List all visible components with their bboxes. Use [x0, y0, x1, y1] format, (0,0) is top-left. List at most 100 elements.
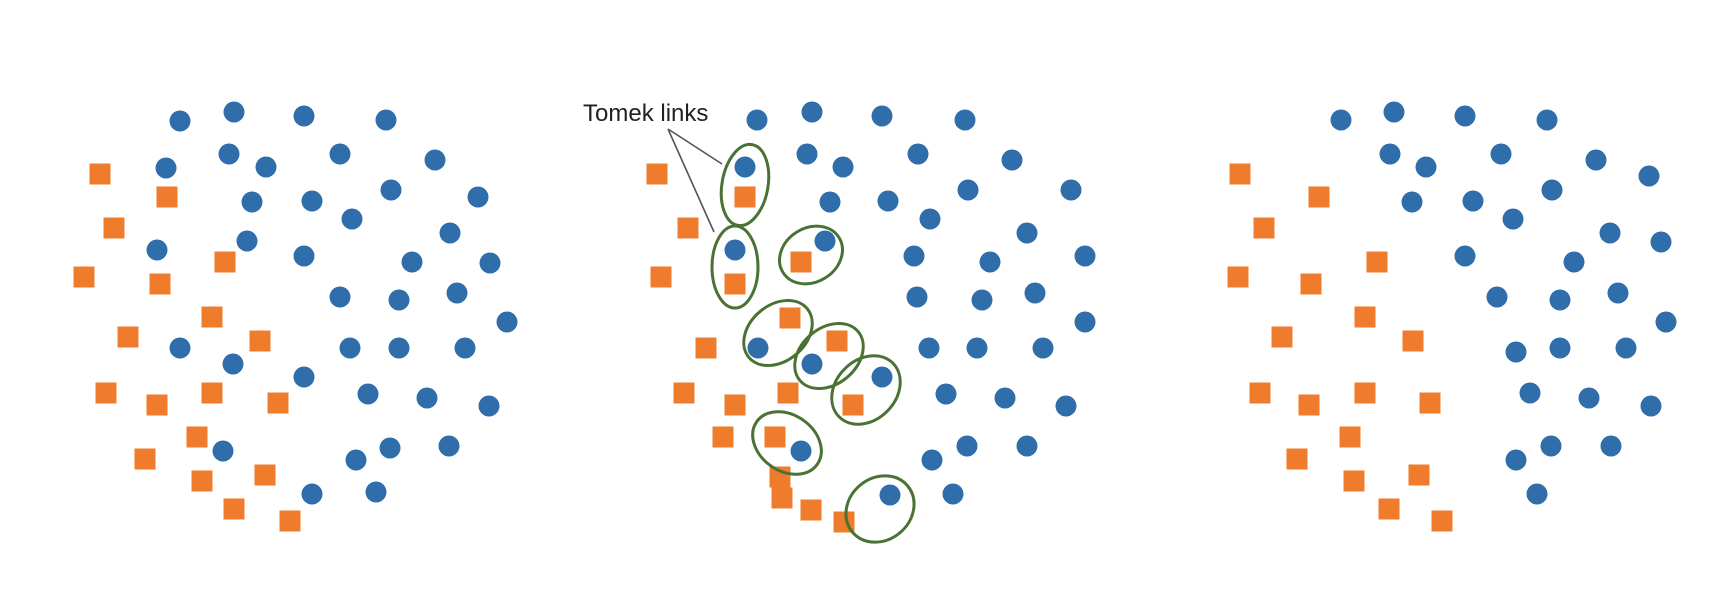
- tomek-link-outline: [793, 321, 865, 391]
- majority-class-point: [877, 190, 899, 212]
- minority-class-point: [1354, 306, 1376, 328]
- minority-class-point: [1408, 464, 1430, 486]
- majority-class-point: [1001, 149, 1023, 171]
- majority-class-point: [1454, 245, 1476, 267]
- minority-class-point: [777, 382, 799, 404]
- majority-class-point: [1640, 395, 1662, 417]
- majority-class-point: [935, 383, 957, 405]
- majority-class-point: [1526, 483, 1548, 505]
- majority-class-point: [293, 245, 315, 267]
- minority-class-point: [1298, 394, 1320, 416]
- majority-class-point: [1379, 143, 1401, 165]
- minority-class-point: [734, 186, 756, 208]
- majority-class-point: [906, 286, 928, 308]
- minority-class-point: [724, 394, 746, 416]
- majority-class-point: [222, 353, 244, 375]
- majority-class-point: [801, 101, 823, 123]
- majority-class-point: [1650, 231, 1672, 253]
- majority-class-point: [1655, 311, 1677, 333]
- majority-class-point: [293, 366, 315, 388]
- majority-class-point: [329, 143, 351, 165]
- minority-class-point: [1308, 186, 1330, 208]
- majority-class-point: [424, 149, 446, 171]
- majority-class-point: [1599, 222, 1621, 244]
- minority-class-point: [214, 251, 236, 273]
- majority-class-point: [339, 337, 361, 359]
- majority-class-point: [401, 251, 423, 273]
- majority-class-point: [439, 222, 461, 244]
- majority-class-point: [416, 387, 438, 409]
- minority-class-point: [1227, 266, 1249, 288]
- panel-original: [73, 101, 518, 532]
- minority-class-point: [790, 251, 812, 273]
- panel-after-removal: [1227, 101, 1677, 532]
- majority-class-point: [796, 143, 818, 165]
- majority-class-point: [329, 286, 351, 308]
- majority-class-point: [236, 230, 258, 252]
- minority-class-point: [1300, 273, 1322, 295]
- majority-class-point: [1032, 337, 1054, 359]
- majority-class-point: [1563, 251, 1585, 273]
- minority-class-point: [249, 330, 271, 352]
- minority-class-point: [1271, 326, 1293, 348]
- majority-class-point: [1024, 282, 1046, 304]
- majority-class-point: [1600, 435, 1622, 457]
- minority-class-point: [156, 186, 178, 208]
- majority-class-point: [734, 156, 756, 178]
- majority-class-point: [1519, 382, 1541, 404]
- majority-class-point: [496, 311, 518, 333]
- minority-class-point: [724, 273, 746, 295]
- majority-class-point: [301, 483, 323, 505]
- minority-class-point: [191, 470, 213, 492]
- majority-class-point: [1016, 222, 1038, 244]
- minority-class-point: [149, 273, 171, 295]
- majority-class-point: [921, 449, 943, 471]
- majority-class-point: [146, 239, 168, 261]
- majority-class-point: [1578, 387, 1600, 409]
- minority-class-point: [89, 163, 111, 185]
- minority-class-point: [279, 510, 301, 532]
- majority-class-point: [1540, 435, 1562, 457]
- minority-class-point: [712, 426, 734, 448]
- minority-class-point: [673, 382, 695, 404]
- majority-class-point: [879, 484, 901, 506]
- tomek-link-outline: [751, 410, 823, 476]
- minority-class-point: [1343, 470, 1365, 492]
- majority-class-point: [169, 110, 191, 132]
- majority-class-point: [155, 157, 177, 179]
- majority-class-point: [724, 239, 746, 261]
- majority-class-point: [790, 440, 812, 462]
- majority-class-point: [379, 437, 401, 459]
- majority-class-point: [341, 208, 363, 230]
- minority-class-point: [73, 266, 95, 288]
- majority-class-point: [1549, 337, 1571, 359]
- majority-class-point: [223, 101, 245, 123]
- minority-class-point: [800, 499, 822, 521]
- majority-class-point: [1462, 190, 1484, 212]
- tomek-links-annotation: Tomek links: [583, 100, 723, 233]
- minority-class-point: [186, 426, 208, 448]
- majority-class-point: [293, 105, 315, 127]
- majority-class-point: [1502, 208, 1524, 230]
- minority-class-point: [764, 426, 786, 448]
- minority-class-point: [95, 382, 117, 404]
- majority-class-point: [871, 105, 893, 127]
- majority-class-point: [388, 289, 410, 311]
- majority-class-point: [1615, 337, 1637, 359]
- majority-class-point: [1638, 165, 1660, 187]
- majority-class-point: [1330, 109, 1352, 131]
- majority-class-point: [212, 440, 234, 462]
- minority-class-point: [201, 306, 223, 328]
- annotation-pointer-line: [667, 128, 715, 233]
- minority-class-point: [842, 394, 864, 416]
- majority-class-point: [903, 245, 925, 267]
- minority-class-point: [695, 337, 717, 359]
- minority-class-point: [117, 326, 139, 348]
- majority-class-point: [1541, 179, 1563, 201]
- majority-class-point: [1415, 156, 1437, 178]
- minority-class-point: [650, 266, 672, 288]
- majority-class-point: [954, 109, 976, 131]
- minority-class-point: [1402, 330, 1424, 352]
- minority-class-point: [1419, 392, 1441, 414]
